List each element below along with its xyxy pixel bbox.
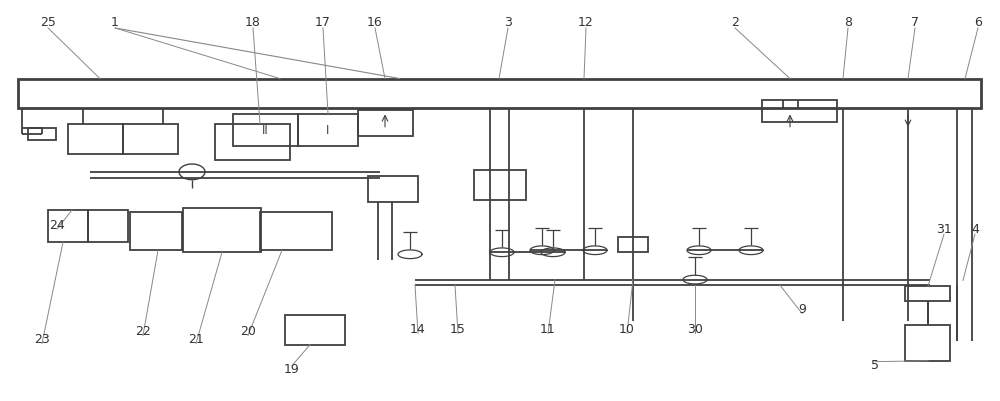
Text: 25: 25 xyxy=(40,16,56,28)
Bar xyxy=(28,128,56,140)
Bar xyxy=(215,124,290,160)
Bar xyxy=(905,325,950,361)
Text: II: II xyxy=(262,124,268,137)
Text: 6: 6 xyxy=(974,16,982,28)
Text: 20: 20 xyxy=(240,324,256,337)
Bar xyxy=(18,79,981,108)
Bar xyxy=(233,114,298,146)
Text: 8: 8 xyxy=(844,16,852,28)
Text: 10: 10 xyxy=(619,322,635,335)
Text: 31: 31 xyxy=(936,222,952,235)
Bar xyxy=(474,170,526,200)
Bar xyxy=(358,110,413,136)
Text: 11: 11 xyxy=(540,322,556,335)
Text: 2: 2 xyxy=(731,16,739,28)
Text: 17: 17 xyxy=(315,16,331,28)
Bar xyxy=(130,213,182,251)
Bar xyxy=(123,124,178,154)
Text: 7: 7 xyxy=(911,16,919,28)
Text: 22: 22 xyxy=(135,324,151,337)
Text: 24: 24 xyxy=(49,218,65,231)
Text: 16: 16 xyxy=(367,16,383,28)
Bar xyxy=(905,286,950,302)
Text: 12: 12 xyxy=(578,16,594,28)
Text: 15: 15 xyxy=(450,322,466,335)
Text: 9: 9 xyxy=(798,302,806,315)
Bar xyxy=(368,176,418,203)
Text: 19: 19 xyxy=(284,363,300,375)
Bar xyxy=(762,100,837,122)
Text: 23: 23 xyxy=(34,332,50,345)
Text: 14: 14 xyxy=(410,322,426,335)
Text: 1: 1 xyxy=(111,16,119,28)
Bar xyxy=(48,211,88,243)
Bar xyxy=(88,211,128,243)
Text: 21: 21 xyxy=(188,332,204,345)
Text: 5: 5 xyxy=(871,358,879,371)
Text: 3: 3 xyxy=(504,16,512,28)
Text: I: I xyxy=(326,124,330,137)
Text: 18: 18 xyxy=(245,16,261,28)
Bar xyxy=(618,237,648,253)
Bar xyxy=(183,209,261,253)
Bar xyxy=(68,124,123,154)
Bar xyxy=(285,315,345,345)
Text: 4: 4 xyxy=(971,222,979,235)
Bar xyxy=(298,114,358,146)
Bar xyxy=(260,213,332,251)
Text: 30: 30 xyxy=(687,322,703,335)
